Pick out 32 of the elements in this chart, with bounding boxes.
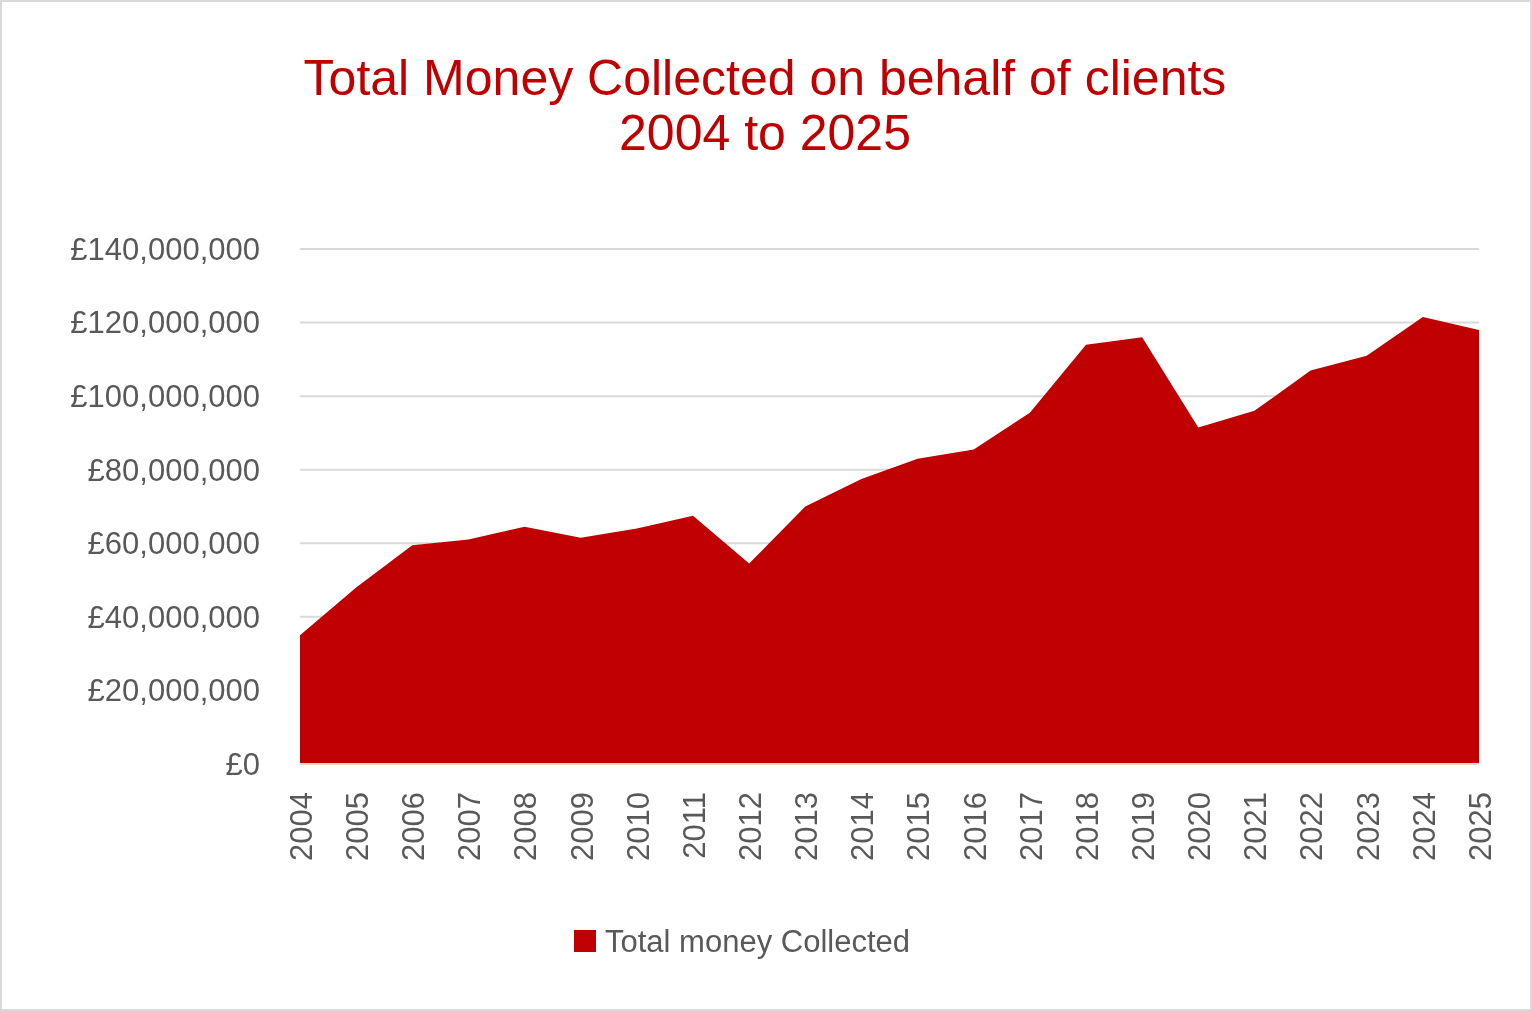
- x-tick-label: 2015: [901, 792, 937, 861]
- x-tick-label: 2020: [1182, 792, 1218, 861]
- x-tick-label: 2021: [1238, 792, 1274, 861]
- y-tick-label: £120,000,000: [70, 305, 260, 341]
- y-tick-label: £0: [225, 746, 260, 782]
- x-tick-label: 2016: [957, 792, 993, 861]
- x-tick-label: 2022: [1294, 792, 1330, 861]
- y-tick-label: £60,000,000: [87, 526, 260, 562]
- y-tick-label: £20,000,000: [87, 673, 260, 709]
- x-tick-label: 2013: [789, 792, 825, 861]
- y-tick-label: £40,000,000: [87, 599, 260, 635]
- x-tick-label: 2025: [1462, 792, 1498, 861]
- x-tick-label: 2007: [452, 792, 488, 861]
- legend-label: Total money Collected: [605, 923, 910, 959]
- x-tick-label: 2019: [1125, 792, 1161, 861]
- x-tick-label: 2024: [1406, 792, 1442, 861]
- x-tick-label: 2011: [676, 792, 712, 859]
- x-tick-label: 2006: [396, 792, 432, 861]
- x-tick-label: 2018: [1069, 792, 1105, 861]
- y-tick-label: £140,000,000: [70, 231, 260, 267]
- chart-title: Total Money Collected on behalf of clients 2004 to 2025: [303, 50, 1227, 161]
- x-tick-label: 2023: [1350, 792, 1386, 861]
- x-tick-label: 2012: [732, 792, 768, 861]
- x-tick-label: 2017: [1013, 792, 1049, 861]
- y-tick-label: £100,000,000: [70, 378, 260, 414]
- x-tick-label: 2014: [845, 792, 881, 861]
- x-tick-label: 2009: [564, 792, 600, 861]
- y-tick-label: £80,000,000: [87, 452, 260, 488]
- x-tick-label: 2008: [508, 792, 544, 861]
- x-tick-label: 2010: [620, 792, 656, 861]
- x-tick-label: 2005: [339, 792, 375, 861]
- x-tick-label: 2004: [283, 792, 319, 861]
